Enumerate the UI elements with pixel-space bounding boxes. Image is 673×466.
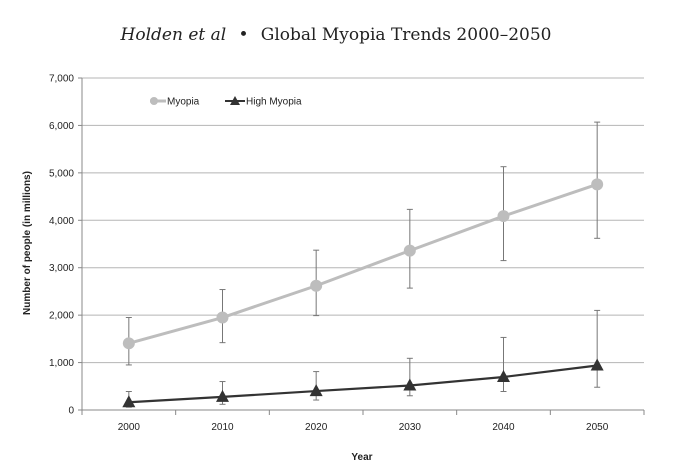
data-point [122, 395, 136, 408]
axes [81, 78, 644, 411]
series-myopia [122, 121, 604, 366]
y-tick-label: 6,000 [49, 121, 74, 132]
y-tick-label: 0 [68, 406, 74, 417]
x-axis-ticks: 2000 2010 2020 2030 2040 2050 [81, 410, 645, 433]
gridlines [82, 77, 644, 364]
y-tick-label: 7,000 [49, 74, 74, 85]
legend-marker [230, 96, 240, 105]
data-point [403, 378, 417, 391]
series-high-myopia [122, 309, 604, 408]
series-line [128, 364, 598, 404]
legend-label: Myopia [167, 97, 200, 108]
data-point [216, 389, 229, 402]
series-line [128, 182, 598, 345]
x-tick-label: 2000 [118, 422, 141, 433]
data-series [122, 121, 604, 408]
data-point [309, 384, 323, 397]
data-point [591, 178, 604, 191]
legend: Myopia High Myopia [150, 96, 302, 108]
data-point [122, 337, 135, 350]
data-point [497, 369, 510, 382]
y-axis-ticks: 0 1,000 2,000 3,000 4,000 5,000 6,000 7,000 [49, 74, 82, 417]
data-point [310, 279, 323, 292]
y-tick-label: 1,000 [49, 358, 74, 369]
x-axis-label: Year [351, 452, 372, 463]
x-tick-label: 2050 [586, 422, 609, 433]
chart-title-author: Holden et al [120, 25, 227, 45]
y-tick-label: 4,000 [49, 216, 74, 227]
x-tick-label: 2010 [211, 422, 234, 433]
data-point [403, 244, 416, 257]
y-axis-label: Number of people (in millions) [22, 171, 33, 315]
legend-item-high-myopia: High Myopia [225, 96, 302, 108]
data-point [497, 210, 510, 223]
chart-title-main: Global Myopia Trends 2000–2050 [261, 25, 552, 45]
chart-title-separator: • [238, 25, 248, 45]
data-point [216, 311, 229, 324]
legend-item-myopia: Myopia [150, 97, 200, 108]
chart-title: Holden et al • Global Myopia Trends 2000… [120, 25, 552, 45]
legend-label: High Myopia [246, 97, 302, 108]
x-tick-label: 2040 [492, 422, 515, 433]
y-tick-label: 2,000 [49, 311, 74, 322]
data-point [590, 358, 604, 371]
x-tick-label: 2030 [399, 422, 422, 433]
legend-marker [150, 97, 158, 105]
y-tick-label: 5,000 [49, 168, 74, 179]
x-tick-label: 2020 [305, 422, 328, 433]
y-tick-label: 3,000 [49, 263, 74, 274]
